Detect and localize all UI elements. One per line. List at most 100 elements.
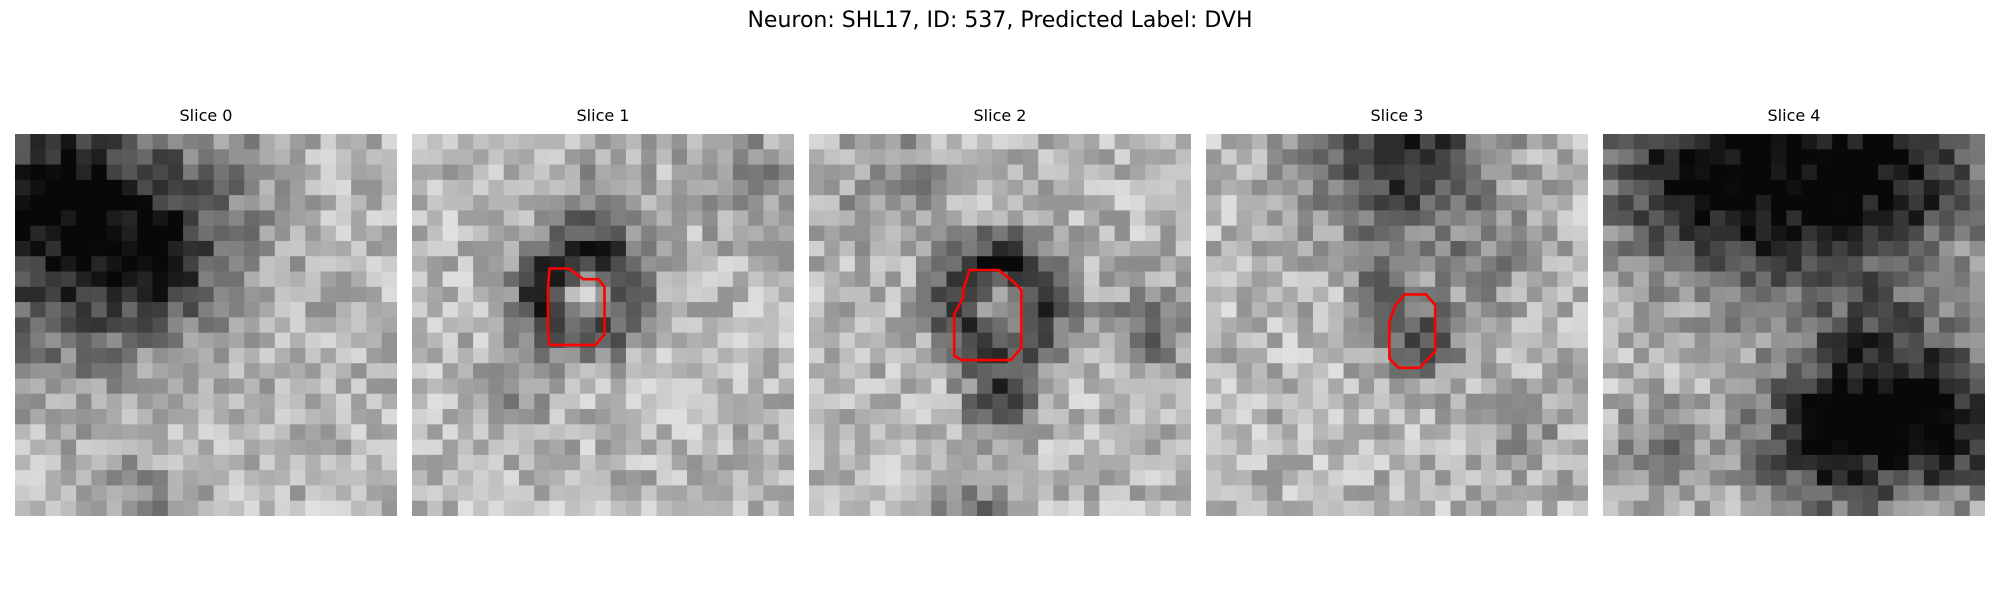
slice-pixel [259,470,276,487]
slice-pixel [1969,424,1985,441]
slice-pixel [534,302,551,318]
slice-pixel [595,485,612,502]
slice-pixel [625,409,642,425]
slice-pixel [1312,240,1329,257]
slice-pixel [366,302,383,318]
slice-pixel [1053,256,1070,273]
slice-pixel [457,225,474,242]
slice-pixel [1496,256,1513,273]
slice-pixel [335,240,352,257]
slice-pixel [564,347,581,364]
slice-pixel [76,302,92,318]
slice-pixel [1175,256,1191,273]
slice-pixel [30,485,47,502]
slice-pixel [228,454,245,471]
slice-pixel [1206,271,1222,288]
slice-pixel [1481,378,1497,395]
slice-pixel [625,195,642,211]
slice-pixel [1465,332,1482,349]
slice-pixel [1801,179,1818,196]
slice-pixel [1419,347,1436,364]
slice-pixel [30,195,47,211]
slice-pixel [1404,134,1421,150]
slice-pixel [1511,225,1528,242]
slice-pixel [1221,286,1238,303]
slice-pixel [1007,286,1024,303]
slice-pixel [45,470,62,487]
slice-pixel [1801,332,1818,349]
slice-pixel [946,164,963,181]
slice-pixel [1282,393,1299,410]
slice-pixel [946,195,963,211]
slice-pixel [824,378,841,395]
slice-pixel [60,302,77,318]
slice-pixel [457,363,474,380]
slice-pixel [595,409,612,425]
slice-pixel [335,179,352,196]
slice-pixel [488,393,505,410]
slice-pixel [167,195,184,211]
slice-pixel [1343,302,1360,318]
slice-pixel [1511,424,1528,441]
slice-pixel [625,256,642,273]
slice-pixel [809,378,825,395]
slice-pixel [1526,286,1543,303]
slice-pixel [595,195,612,211]
slice-pixel [549,149,566,166]
slice-pixel [381,363,397,380]
slice-pixel [534,134,551,150]
slice-pixel [274,439,291,456]
slice-pixel [610,347,627,364]
slice-pixel [1618,271,1635,288]
slice-pixel [1557,134,1574,150]
slice-pixel [992,363,1009,380]
slice-pixel [1862,271,1879,288]
slice-pixel [427,470,444,487]
slice-pixel [518,210,535,227]
slice-pixel [885,363,902,380]
slice-pixel [76,485,92,502]
slice-pixel [290,332,306,349]
slice-pixel [610,439,627,456]
slice-pixel [595,225,612,242]
slice-pixel [1740,302,1757,318]
slice-pixel [748,470,765,487]
slice-pixel [106,454,123,471]
slice-pixel [121,332,138,349]
slice-pixel [946,470,963,487]
slice-pixel [809,240,825,257]
slice-pixel [1404,332,1421,349]
slice-pixel [152,302,169,318]
slice-pixel [518,500,535,516]
slice-pixel [320,210,337,227]
slice-pixel [1160,393,1177,410]
slice-pixel [503,347,520,364]
slice-pixel [1068,393,1085,410]
slice-pixel [457,378,474,395]
slice-pixel [1542,485,1559,502]
slice-pixel [732,500,749,516]
slice-pixel [1160,439,1177,456]
slice-pixel [320,164,337,181]
slice-pixel [442,195,459,211]
slice-pixel [503,439,520,456]
slice-pixel [228,164,245,181]
slice-pixel [900,317,917,334]
slice-pixel [1404,347,1421,364]
slice-pixel [824,347,841,364]
slice-pixel [15,485,31,502]
slice-pixel [534,332,551,349]
slice-pixel [106,164,123,181]
slice-pixel [1816,454,1833,471]
slice-pixel [1954,332,1971,349]
slice-pixel [1542,439,1559,456]
slice-pixel [1923,378,1940,395]
slice-pixel [1603,317,1619,334]
slice-pixel [1526,256,1543,273]
slice-pixel [1450,409,1467,425]
slice-pixel [1022,164,1039,181]
slice-pixel [549,393,566,410]
slice-pixel [1099,409,1116,425]
slice-pixel [274,134,291,150]
slice-pixel [1267,485,1283,502]
